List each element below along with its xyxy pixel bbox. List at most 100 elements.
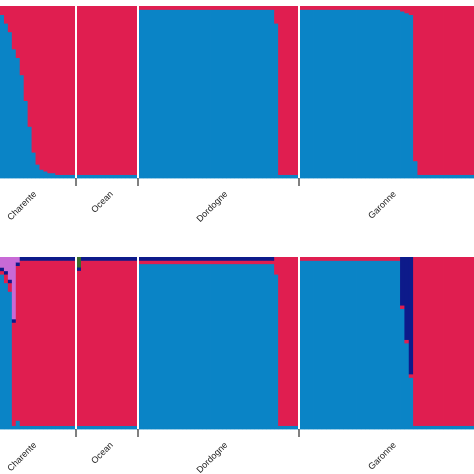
bar-segment-garonne-29-cluster-2 (421, 257, 427, 426)
bar-segment-charente-6-cluster-1 (19, 425, 25, 430)
bar-segment-ocean-10-cluster-1 (113, 425, 118, 430)
bar-segment-dordogne-33-cluster-2 (266, 260, 271, 265)
bar-segment-dordogne-6-cluster-1 (158, 263, 164, 430)
bar-segment-dordogne-32-cluster-1 (262, 263, 267, 430)
bar-segment-dordogne-11-cluster-1 (178, 263, 184, 430)
bar-segment-garonne-20-cluster-2 (382, 257, 388, 261)
bar-segment-dordogne-1-cluster-2 (139, 6, 144, 10)
bar-segment-dordogne-15-cluster-1 (194, 9, 200, 179)
bar-segment-dordogne-14-cluster-1 (190, 9, 196, 179)
bar-segment-garonne-14-cluster-1 (356, 9, 362, 179)
bar-segment-dordogne-34-cluster-1 (270, 263, 275, 430)
bar-segment-ocean-8-cluster-1 (105, 425, 110, 430)
bar-segment-charente-2-cluster-4 (3, 257, 9, 272)
bar-segment-garonne-39-cluster-1 (465, 174, 471, 179)
group-divider-3 (298, 6, 300, 178)
bar-segment-dordogne-12-cluster-1 (182, 9, 188, 179)
bar-segment-dordogne-31-cluster-3 (258, 257, 263, 261)
bar-segment-charente-13-cluster-3 (47, 257, 52, 261)
bar-segment-charente-14-cluster-2 (51, 6, 56, 174)
bar-segment-garonne-1-cluster-2 (300, 6, 305, 10)
bar-segment-garonne-8-cluster-2 (330, 6, 336, 10)
bar-segment-ocean-10-cluster-2 (113, 6, 118, 175)
bar-segment-dordogne-34-cluster-3 (270, 257, 275, 261)
bar-segment-dordogne-35-cluster-2 (274, 257, 279, 275)
bar-segment-ocean-4-cluster-1 (89, 174, 94, 179)
bar-segment-ocean-4-cluster-2 (89, 6, 94, 175)
bar-segment-charente-19-cluster-1 (71, 425, 76, 430)
bar-segment-charente-13-cluster-1 (47, 425, 52, 430)
bar-segment-dordogne-11-cluster-1 (178, 9, 184, 179)
bar-segment-dordogne-15-cluster-3 (194, 257, 200, 261)
bar-segment-dordogne-25-cluster-2 (234, 260, 239, 265)
bar-segment-garonne-40-cluster-2 (469, 6, 474, 175)
bar-segment-dordogne-33-cluster-1 (266, 9, 271, 179)
bar-segment-ocean-8-cluster-2 (105, 6, 110, 175)
bar-segment-ocean-5-cluster-2 (93, 6, 98, 175)
bar-segment-dordogne-28-cluster-2 (246, 260, 251, 265)
bar-segment-charente-4-cluster-2 (11, 322, 17, 426)
bar-segment-garonne-28-cluster-1 (417, 425, 423, 430)
bar-segment-charente-4-cluster-2 (11, 6, 17, 50)
bar-segment-dordogne-1-cluster-1 (139, 9, 144, 179)
bar-segment-garonne-13-cluster-1 (352, 9, 357, 179)
bar-segment-charente-11-cluster-1 (39, 425, 44, 430)
bar-segment-charente-16-cluster-2 (59, 260, 64, 427)
bar-segment-garonne-8-cluster-1 (330, 9, 336, 179)
bar-segment-dordogne-1-cluster-1 (139, 263, 144, 430)
bar-segment-charente-16-cluster-1 (59, 425, 64, 430)
bar-segment-garonne-20-cluster-1 (382, 9, 388, 179)
bar-segment-garonne-6-cluster-2 (321, 6, 327, 10)
bar-segment-garonne-33-cluster-1 (439, 174, 444, 179)
bar-segment-dordogne-13-cluster-3 (186, 257, 192, 261)
bar-segment-ocean-4-cluster-1 (89, 425, 94, 430)
bar-segment-charente-1-cluster-2 (0, 270, 5, 275)
bar-segment-dordogne-11-cluster-3 (178, 257, 184, 261)
bar-segment-garonne-7-cluster-2 (326, 257, 331, 261)
bar-segment-ocean-1-cluster-1 (77, 425, 82, 430)
bar-segment-ocean-12-cluster-3 (121, 257, 126, 261)
bar-segment-charente-18-cluster-1 (67, 174, 72, 179)
bar-segment-garonne-1-cluster-2 (300, 257, 305, 261)
bar-segment-dordogne-9-cluster-2 (170, 6, 176, 10)
bar-segment-charente-17-cluster-1 (63, 174, 68, 179)
bar-segment-charente-5-cluster-2 (15, 265, 21, 421)
bar-segment-garonne-35-cluster-1 (447, 174, 453, 179)
bar-segment-dordogne-19-cluster-2 (210, 260, 215, 265)
bar-segment-dordogne-5-cluster-2 (154, 260, 160, 265)
bar-segment-dordogne-29-cluster-3 (250, 257, 255, 261)
bar-segment-garonne-24-cluster-1 (400, 11, 405, 179)
bar-segment-ocean-3-cluster-1 (85, 425, 90, 430)
bar-segment-garonne-4-cluster-2 (313, 257, 318, 261)
bar-segment-garonne-32-cluster-1 (434, 174, 440, 179)
bar-segment-garonne-23-cluster-2 (395, 257, 401, 261)
bar-segment-dordogne-17-cluster-2 (202, 6, 207, 10)
bar-segment-garonne-40-cluster-1 (469, 425, 474, 430)
bar-segment-dordogne-32-cluster-1 (262, 9, 267, 179)
bar-segment-ocean-1-cluster-3 (77, 267, 82, 271)
bar-segment-charente-15-cluster-3 (55, 257, 60, 261)
bar-segment-charente-17-cluster-2 (63, 260, 68, 427)
bar-segment-charente-12-cluster-2 (43, 6, 48, 172)
bar-segment-dordogne-16-cluster-2 (198, 260, 204, 265)
bar-segment-dordogne-12-cluster-2 (182, 6, 188, 10)
bar-segment-ocean-8-cluster-1 (105, 174, 110, 179)
bar-segment-garonne-1-cluster-1 (300, 260, 305, 430)
bar-segment-ocean-2-cluster-2 (81, 6, 86, 175)
bar-segment-garonne-9-cluster-1 (334, 260, 340, 430)
bar-segment-charente-14-cluster-2 (51, 260, 56, 427)
bar-segment-dordogne-24-cluster-1 (230, 9, 235, 179)
bar-segment-charente-16-cluster-3 (59, 257, 64, 261)
bar-segment-garonne-39-cluster-2 (465, 6, 471, 175)
bar-segment-charente-4-cluster-4 (11, 257, 17, 320)
bar-segment-charente-14-cluster-1 (51, 172, 56, 179)
bar-segment-charente-17-cluster-2 (63, 6, 68, 175)
group-divider-3 (298, 257, 300, 429)
bar-segment-dordogne-36-cluster-1 (278, 174, 283, 179)
bar-segment-dordogne-4-cluster-2 (150, 260, 156, 265)
bar-segment-dordogne-27-cluster-1 (242, 9, 247, 179)
bar-segment-garonne-22-cluster-1 (391, 9, 397, 179)
bar-segment-dordogne-21-cluster-2 (218, 6, 223, 10)
bar-segment-garonne-12-cluster-2 (347, 257, 353, 261)
